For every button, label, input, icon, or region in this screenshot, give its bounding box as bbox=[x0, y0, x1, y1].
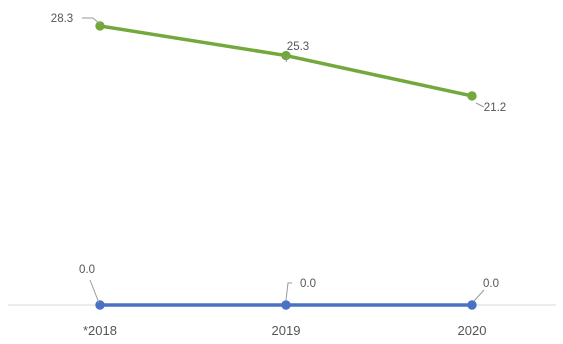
series-2-label-leader bbox=[89, 279, 100, 304]
series-1-point bbox=[95, 21, 105, 31]
data-label-layer: 28.3 25.3 21.2 0.0 0.0 0.0 bbox=[51, 13, 506, 304]
x-tick-label: *2018 bbox=[83, 323, 117, 338]
series-1-label-leader bbox=[475, 102, 485, 108]
series-2-label-leader bbox=[285, 282, 292, 301]
series-1-label-leader bbox=[82, 17, 101, 25]
series-2-point bbox=[95, 300, 105, 310]
series-layer bbox=[95, 21, 477, 310]
series-1-point bbox=[281, 50, 291, 61]
series-1-data-label: 28.3 bbox=[51, 13, 73, 25]
series-1-data-label: 21.2 bbox=[484, 102, 506, 114]
series-2-point bbox=[281, 300, 291, 310]
x-tick-label: 2020 bbox=[458, 323, 487, 338]
series-2-point bbox=[467, 300, 477, 310]
series-1-data-label: 25.3 bbox=[287, 41, 309, 53]
series-1-label-leader bbox=[285, 55, 289, 63]
series-2-label-leader bbox=[473, 289, 485, 302]
x-tick-layer: *2018 2019 2020 bbox=[83, 323, 486, 338]
series-2-data-label: 0.0 bbox=[483, 278, 499, 290]
series-1-point bbox=[467, 91, 477, 101]
series-2-data-label: 0.0 bbox=[300, 278, 316, 290]
series-2-data-label: 0.0 bbox=[79, 264, 95, 276]
x-tick-label: 2019 bbox=[272, 323, 301, 338]
